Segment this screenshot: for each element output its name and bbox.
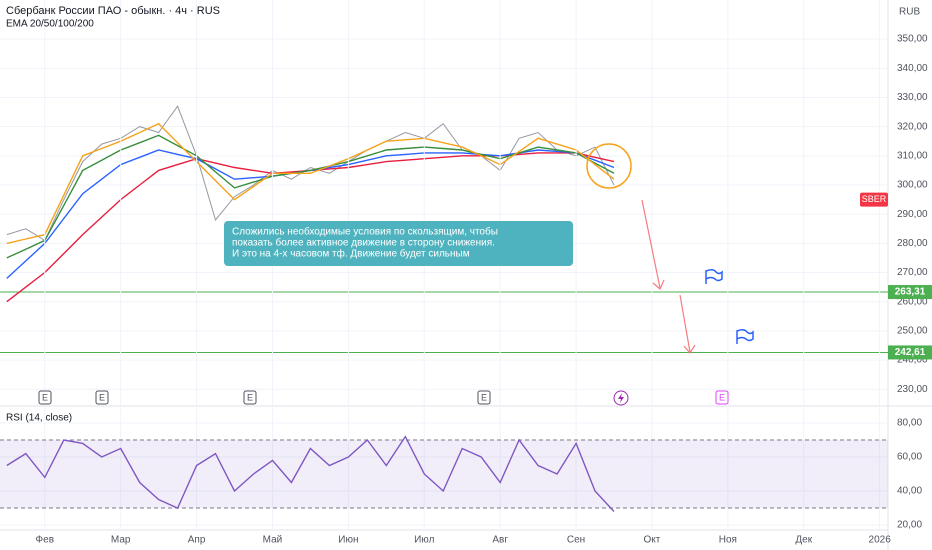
x-tick-label: Июл bbox=[414, 535, 434, 546]
y-tick-label: 310,00 bbox=[897, 150, 928, 161]
earnings-label: E bbox=[481, 392, 487, 402]
earnings-badge bbox=[38, 390, 52, 405]
x-tick-label: Окт bbox=[644, 535, 661, 546]
x-tick-label: 2026 bbox=[869, 535, 892, 546]
earnings-label: E bbox=[719, 392, 725, 402]
earnings-label: E bbox=[247, 392, 253, 402]
dividend-icon bbox=[618, 393, 624, 403]
earnings-badge bbox=[715, 390, 729, 405]
y-tick-label: 80,00 bbox=[897, 418, 922, 429]
level-tag bbox=[888, 345, 932, 360]
symbol-tag bbox=[860, 192, 888, 207]
x-tick-label: Апр bbox=[188, 535, 206, 546]
arrow-head bbox=[652, 279, 665, 290]
highlight-circle bbox=[586, 143, 632, 189]
flag-icon bbox=[705, 268, 723, 284]
x-tick-label: Фев bbox=[36, 535, 54, 546]
y-tick-label: 340,00 bbox=[897, 63, 928, 74]
chart-title: Сбербанк России ПАО - обыкн. · 4ч · RUS bbox=[6, 5, 220, 17]
series-line bbox=[6, 134, 615, 259]
earnings-badge bbox=[477, 390, 491, 405]
y-tick-label: 280,00 bbox=[897, 238, 928, 249]
y-tick-label: 270,00 bbox=[897, 267, 928, 278]
rsi-title: RSI (14, close) bbox=[6, 413, 72, 424]
earnings-badge bbox=[95, 390, 109, 405]
level-label: 263,31 bbox=[895, 287, 926, 298]
x-tick-label: Ноя bbox=[719, 535, 737, 546]
y-tick-label: 330,00 bbox=[897, 92, 928, 103]
y-tick-label: 20,00 bbox=[897, 520, 922, 531]
y-tick-label: 40,00 bbox=[897, 486, 922, 497]
earnings-label: E bbox=[42, 392, 48, 402]
x-tick-label: Дек bbox=[795, 535, 812, 546]
y-tick-label: 320,00 bbox=[897, 121, 928, 132]
plot-layer bbox=[0, 0, 888, 530]
series-line bbox=[6, 105, 615, 242]
level-label: 242,61 bbox=[895, 347, 926, 358]
y-tick-label: 230,00 bbox=[897, 384, 928, 395]
x-tick-label: Мар bbox=[111, 535, 131, 546]
earnings-label: E bbox=[99, 392, 105, 402]
y-tick-label: 60,00 bbox=[897, 452, 922, 463]
y-tick-label: 300,00 bbox=[897, 180, 928, 191]
y-tick-label: 260,00 bbox=[897, 296, 928, 307]
series-line bbox=[6, 122, 615, 245]
indicator-label: EMA 20/50/100/200 bbox=[6, 19, 94, 30]
currency-label: RUB bbox=[899, 7, 920, 18]
arrow bbox=[679, 294, 691, 353]
series-line bbox=[6, 435, 615, 512]
arrow-head bbox=[683, 344, 696, 355]
rsi-band bbox=[0, 440, 888, 509]
x-tick-label: Авг bbox=[492, 535, 508, 546]
callout-box bbox=[224, 221, 573, 266]
y-tick-label: 240,00 bbox=[897, 355, 928, 366]
earnings-badge bbox=[243, 390, 257, 405]
annotation-text: показать более активное движение в сторо… bbox=[232, 237, 495, 249]
arrow bbox=[641, 199, 661, 289]
annotation-text: И это на 4-х часовом тф. Движение будет … bbox=[232, 248, 470, 260]
dividend-icon bbox=[613, 390, 629, 406]
symbol-label: SBER bbox=[862, 194, 887, 204]
y-tick-label: 350,00 bbox=[897, 34, 928, 45]
y-tick-label: 290,00 bbox=[897, 209, 928, 220]
x-tick-label: Сен bbox=[567, 535, 585, 546]
x-tick-label: Июн bbox=[338, 535, 358, 546]
annotation-text: Сложились необходимые условия по скользя… bbox=[232, 226, 498, 238]
y-tick-label: 250,00 bbox=[897, 326, 928, 337]
level-tag bbox=[888, 285, 932, 300]
x-tick-label: Май bbox=[263, 535, 283, 546]
flag-icon bbox=[736, 328, 754, 344]
